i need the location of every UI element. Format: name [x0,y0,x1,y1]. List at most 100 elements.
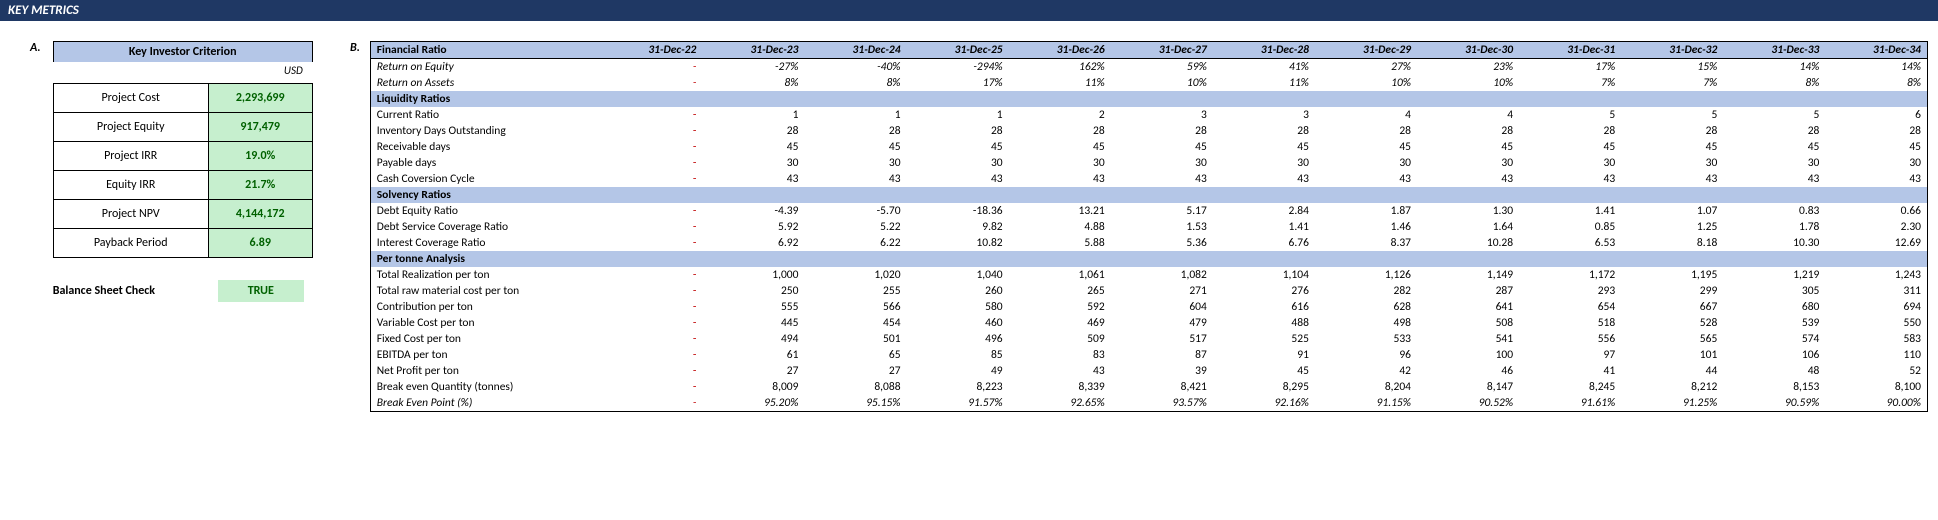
ratio-cell: 100 [1417,347,1519,363]
ratio-cell: 5 [1621,107,1723,123]
ratio-cell: 95.20% [702,395,804,412]
ratio-cell: 41% [1213,59,1315,76]
ratio-cell: 30 [907,155,1009,171]
ratio-cell: 2.30 [1825,219,1927,235]
ratio-row-label: Interest Coverage Ratio [370,235,600,251]
ratio-cell: 7% [1621,75,1723,91]
ratio-cell: 43 [702,171,804,187]
section-label-b: B. [350,41,370,412]
ratio-cell: 12.69 [1825,235,1927,251]
ratio-cell: - [600,283,702,299]
ratio-cell: 498 [1315,315,1417,331]
ratio-cell: 8,147 [1417,379,1519,395]
ratio-row-label: Debt Service Coverage Ratio [370,219,600,235]
ratio-cell: 5.92 [702,219,804,235]
ratio-cell: - [600,347,702,363]
ratio-cell: 8,212 [1621,379,1723,395]
ratio-cell: 1,149 [1417,267,1519,283]
ratio-cell: 87 [1111,347,1213,363]
investor-title: Key Investor Criterion [53,41,313,62]
ratio-cell: - [600,139,702,155]
ratio-row-label: Return on Assets [370,75,600,91]
ratio-cell: 10.30 [1723,235,1825,251]
ratio-cell: 10.82 [907,235,1009,251]
ratio-cell: 11% [1009,75,1111,91]
ratio-cell: 30 [702,155,804,171]
criterion-value: 6.89 [208,229,312,258]
ratio-cell: 14% [1723,59,1825,76]
ratio-cell: 8% [1825,75,1927,91]
ratio-cell: 517 [1111,331,1213,347]
ratio-cell: 52 [1825,363,1927,379]
ratio-row-label: Contribution per ton [370,299,600,315]
ratio-row: Inventory Days Outstanding-2828282828282… [370,123,1927,139]
ratio-row-label: Variable Cost per ton [370,315,600,331]
ratio-cell: 293 [1519,283,1621,299]
ratio-cell: 43 [1315,171,1417,187]
ratio-cell: 5 [1519,107,1621,123]
ratio-row: Break Even Point (%)-95.20%95.15%91.57%9… [370,395,1927,412]
ratio-cell: 8,009 [702,379,804,395]
ratio-cell: 518 [1519,315,1621,331]
ratio-cell: 7% [1519,75,1621,91]
ratio-cell: 45 [907,139,1009,155]
ratio-cell: 28 [1723,123,1825,139]
ratio-cell: 9.82 [907,219,1009,235]
ratio-cell: 10% [1111,75,1213,91]
ratio-cell: 5.88 [1009,235,1111,251]
ratio-cell: 1.87 [1315,203,1417,219]
criterion-value: 21.7% [208,171,312,200]
ratio-cell: 566 [804,299,906,315]
ratio-cell: 4.88 [1009,219,1111,235]
ratio-row: Current Ratio-111233445556 [370,107,1927,123]
ratio-cell: 3 [1213,107,1315,123]
ratio-cell: -18.36 [907,203,1009,219]
criterion-label: Project IRR [53,142,208,171]
ratio-cell: 8% [702,75,804,91]
ratio-cell: 555 [702,299,804,315]
ratio-cell: 667 [1621,299,1723,315]
ratio-cell: 311 [1825,283,1927,299]
ratio-cell: 525 [1213,331,1315,347]
ratio-row-label: Receivable days [370,139,600,155]
ratio-cell: 1,243 [1825,267,1927,283]
ratio-cell: - [600,219,702,235]
ratio-cell: 30 [1519,155,1621,171]
ratio-row: Fixed Cost per ton-494501496509517525533… [370,331,1927,347]
ratio-cell: 90.00% [1825,395,1927,412]
ratio-row-label: Payable days [370,155,600,171]
ratio-cell: 10.28 [1417,235,1519,251]
page-header: KEY METRICS [0,0,1938,21]
ratio-cell: 1.30 [1417,203,1519,219]
ratio-cell: 1.07 [1621,203,1723,219]
ratio-cell: 45 [1417,139,1519,155]
ratio-cell: - [600,171,702,187]
ratio-cell: -4.39 [702,203,804,219]
ratio-date-header: 31-Dec-24 [804,42,906,59]
ratio-cell: 628 [1315,299,1417,315]
ratio-cell: 0.83 [1723,203,1825,219]
ratio-cell: 8,295 [1213,379,1315,395]
ratio-cell: 162% [1009,59,1111,76]
ratio-cell: - [600,155,702,171]
financial-ratio-table: Financial Ratio31-Dec-2231-Dec-2331-Dec-… [370,41,1928,412]
ratio-date-header: 31-Dec-23 [702,42,804,59]
ratio-cell: 1.53 [1111,219,1213,235]
ratio-row-label: EBITDA per ton [370,347,600,363]
criterion-row: Payback Period6.89 [53,229,312,258]
ratio-cell: 41 [1519,363,1621,379]
ratio-cell: 28 [1213,123,1315,139]
ratio-row-label: Inventory Days Outstanding [370,123,600,139]
ratio-header-row: Financial Ratio31-Dec-2231-Dec-2331-Dec-… [370,42,1927,59]
ratio-cell: 28 [1009,123,1111,139]
ratio-cell: 556 [1519,331,1621,347]
ratio-cell: 23% [1417,59,1519,76]
criterion-label: Payback Period [53,229,208,258]
ratio-cell: 30 [1417,155,1519,171]
ratio-cell: 14% [1825,59,1927,76]
ratio-cell: 11% [1213,75,1315,91]
ratio-cell: 1.46 [1315,219,1417,235]
criterion-label: Project Equity [53,113,208,142]
ratio-cell: - [600,59,702,76]
ratio-cell: 92.65% [1009,395,1111,412]
